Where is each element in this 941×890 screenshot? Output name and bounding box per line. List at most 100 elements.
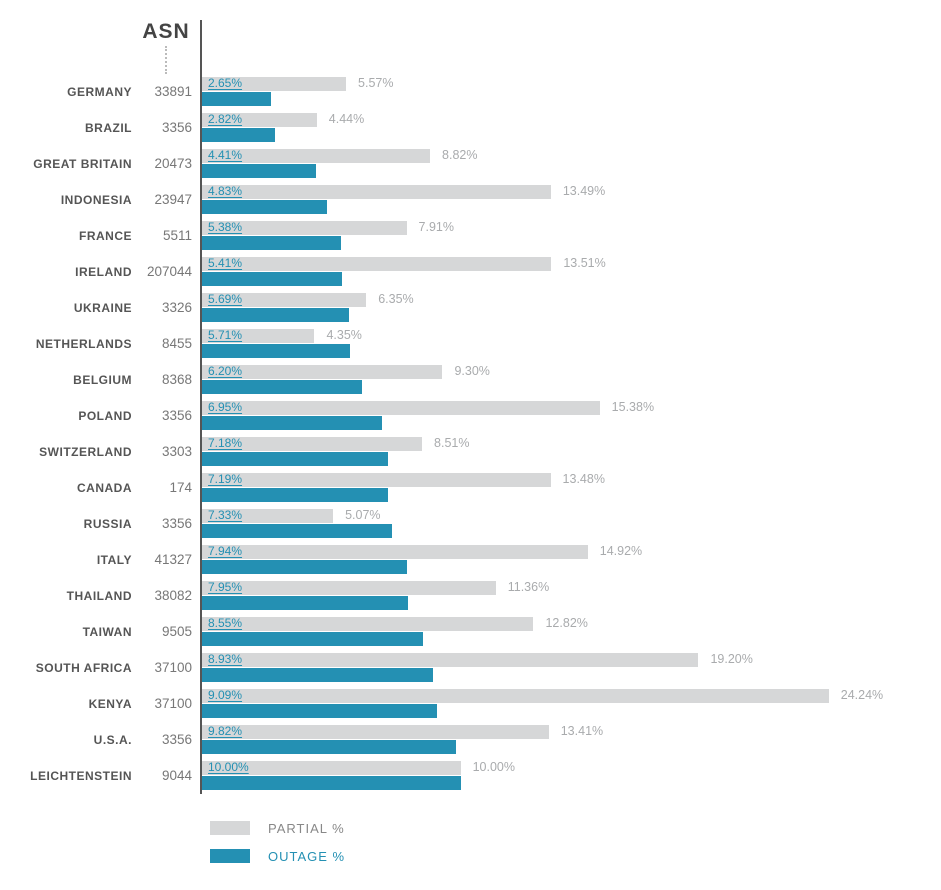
partial-bar: [202, 689, 829, 703]
partial-value: 24.24%: [841, 688, 883, 702]
chart-legend: PARTIAL % OUTAGE %: [210, 814, 926, 870]
chart-row: INDONESIA 23947 13.49% 4.83%: [15, 182, 926, 218]
partial-value: 5.57%: [358, 76, 393, 90]
partial-value: 7.91%: [419, 220, 454, 234]
asn-label: 207044: [147, 264, 192, 279]
asn-label: 3356: [162, 732, 192, 747]
outage-bar: [202, 380, 362, 394]
asn-label: 9044: [162, 768, 192, 783]
outage-bar: [202, 344, 350, 358]
partial-value: 8.51%: [434, 436, 469, 450]
chart-row: NETHERLANDS84554.35%5.71%: [15, 326, 926, 362]
asn-label: 41327: [154, 552, 192, 567]
asn-label: 5511: [163, 228, 192, 243]
outage-value: 7.19%: [208, 472, 242, 486]
country-label: LEICHTENSTEIN: [30, 769, 132, 783]
outage-bar: [202, 524, 392, 538]
asn-label: 20473: [154, 156, 192, 171]
partial-bar: [202, 473, 551, 487]
country-label: RUSSIA: [84, 517, 132, 531]
asn-label: 3303: [162, 444, 192, 459]
chart-row: SOUTH AFRICA3710019.20%8.93%: [15, 650, 926, 686]
country-label: SWITZERLAND: [39, 445, 132, 459]
chart-rows: GERMANY338915.57%2.65%BRAZIL33564.44%2.8…: [15, 74, 926, 794]
legend-swatch-partial: [210, 821, 250, 835]
outage-value: 2.82%: [208, 112, 242, 126]
partial-value: 4.35%: [326, 328, 361, 342]
outage-bar: [202, 632, 423, 646]
chart-row: RUSSIA33565.07%7.33%: [15, 506, 926, 542]
chart-row: BELGIUM83689.30%6.20%: [15, 362, 926, 398]
outage-value: 8.55%: [208, 616, 242, 630]
asn-label: 23947: [154, 192, 192, 207]
partial-bar: [202, 653, 698, 667]
outage-bar: [202, 560, 407, 574]
outage-bar: [202, 776, 461, 790]
outage-value: 8.93%: [208, 652, 242, 666]
country-label: FRANCE: [79, 229, 132, 243]
partial-value: 10.00%: [473, 760, 515, 774]
outage-value: 2.65%: [208, 76, 242, 90]
outage-bar: [202, 164, 316, 178]
partial-bar: [202, 185, 551, 199]
outage-bar: [202, 92, 271, 106]
asn-label: 3326: [162, 300, 192, 315]
chart-row: U.S.A.335613.41%9.82%: [15, 722, 926, 758]
partial-value: 13.51%: [563, 256, 605, 270]
asn-label: 9505: [162, 624, 192, 639]
chart-row: TAIWAN950512.82%8.55%: [15, 614, 926, 650]
outage-bar: [202, 308, 349, 322]
outage-value: 5.41%: [208, 256, 242, 270]
legend-item-outage: OUTAGE %: [210, 842, 926, 870]
country-label: GERMANY: [67, 85, 132, 99]
outage-bar: [202, 128, 275, 142]
chart-header: ASN: [15, 20, 926, 74]
outage-bar: [202, 596, 408, 610]
partial-value: 6.35%: [378, 292, 413, 306]
partial-value: 13.49%: [563, 184, 605, 198]
outage-bar: [202, 416, 382, 430]
asn-label: 37100: [154, 696, 192, 711]
outage-bar: [202, 236, 341, 250]
asn-label: 3356: [162, 516, 192, 531]
outage-bar: [202, 740, 456, 754]
outage-value: 5.69%: [208, 292, 242, 306]
partial-value: 19.20%: [710, 652, 752, 666]
asn-label: 174: [169, 480, 192, 495]
partial-value: 15.38%: [612, 400, 654, 414]
country-label: NETHERLANDS: [36, 337, 132, 351]
partial-bar: [202, 257, 551, 271]
outage-value: 7.94%: [208, 544, 242, 558]
country-label: BELGIUM: [73, 373, 132, 387]
chart-row: SWITZERLAND 3303 8.51% 7.18%: [15, 434, 926, 470]
outage-value: 9.09%: [208, 688, 242, 702]
chart-row: BRAZIL33564.44%2.82%: [15, 110, 926, 146]
country-label: BRAZIL: [85, 121, 132, 135]
country-label: INDONESIA: [61, 193, 132, 207]
asn-label: 38082: [154, 588, 192, 603]
chart-row: UKRAINE33266.35%5.69%: [15, 290, 926, 326]
country-label: ITALY: [97, 553, 132, 567]
partial-bar: [202, 401, 600, 415]
outage-value: 7.95%: [208, 580, 242, 594]
outage-value: 4.83%: [208, 184, 242, 198]
chart-row: CANADA17413.48%7.19%: [15, 470, 926, 506]
asn-label: 3356: [162, 120, 192, 135]
outage-value: 6.95%: [208, 400, 242, 414]
legend-label-outage: OUTAGE %: [268, 849, 345, 864]
outage-value: 4.41%: [208, 148, 242, 162]
country-label: THAILAND: [67, 589, 132, 603]
outage-bar: [202, 704, 437, 718]
country-label: SOUTH AFRICA: [36, 661, 132, 675]
country-label: CANADA: [77, 481, 132, 495]
partial-value: 12.82%: [545, 616, 587, 630]
legend-swatch-outage: [210, 849, 250, 863]
outage-value: 7.33%: [208, 508, 242, 522]
header-dotted-connector: [165, 46, 167, 74]
outage-value: 7.18%: [208, 436, 242, 450]
asn-label: 8455: [162, 336, 192, 351]
chart-row: FRANCE55117.91%5.38%: [15, 218, 926, 254]
country-label: U.S.A.: [94, 733, 132, 747]
outage-bar: [202, 200, 327, 214]
asn-label: 8368: [162, 372, 192, 387]
